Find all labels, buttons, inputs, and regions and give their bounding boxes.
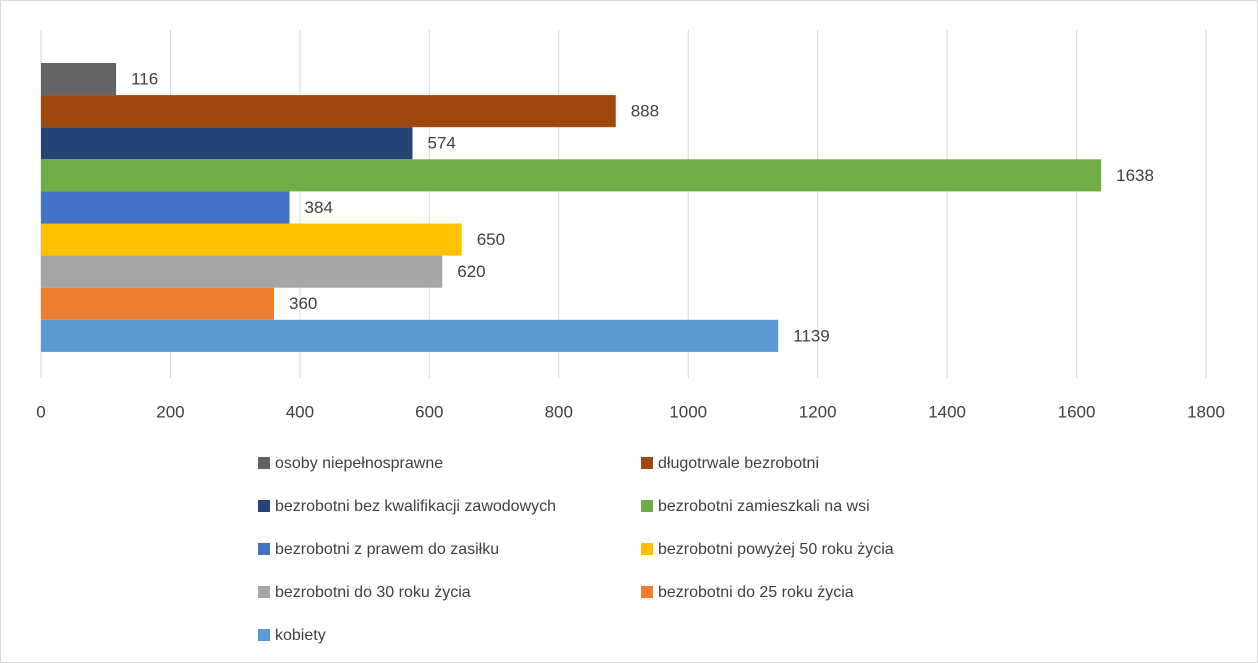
legend-label: bezrobotni do 25 roku życia: [658, 584, 854, 601]
data-label: 384: [305, 198, 333, 217]
data-label: 650: [477, 230, 505, 249]
data-label: 1139: [793, 326, 830, 345]
data-label: 116: [131, 70, 158, 89]
data-label: 360: [289, 294, 317, 313]
data-label: 620: [457, 262, 485, 281]
legend-label: kobiety: [275, 627, 326, 644]
bar: [41, 287, 274, 320]
legend-label: bezrobotni bez kwalifikacji zawodowych: [275, 498, 556, 515]
legend-label: osoby niepełnosprawne: [275, 455, 443, 472]
bar: [41, 95, 616, 128]
legend-label: bezrobotni zamieszkali na wsi: [658, 498, 870, 515]
data-label: 574: [428, 134, 456, 153]
legend-label: bezrobotni z prawem do zasiłku: [275, 541, 499, 558]
x-tick-label: 200: [156, 402, 184, 421]
x-tick-label: 1200: [799, 402, 837, 421]
bar: [41, 159, 1102, 192]
legend-swatch: [258, 457, 270, 469]
bar: [41, 255, 443, 288]
data-label: 1638: [1116, 166, 1154, 185]
legend-swatch: [641, 457, 653, 469]
x-tick-label: 1600: [1058, 402, 1096, 421]
legend-label: bezrobotni powyżej 50 roku życia: [658, 541, 894, 558]
legend-swatch: [258, 500, 270, 512]
legend-swatch: [258, 586, 270, 598]
x-tick-label: 1800: [1187, 402, 1225, 421]
bar: [41, 191, 290, 224]
x-tick-label: 400: [286, 402, 314, 421]
x-tick-label: 600: [415, 402, 443, 421]
legend-swatch: [641, 500, 653, 512]
legend-swatch: [258, 543, 270, 555]
legend-swatch: [258, 629, 270, 641]
x-tick-label: 800: [545, 402, 573, 421]
x-tick-label: 0: [36, 402, 45, 421]
bar: [41, 319, 779, 352]
legend-label: długotrwale bezrobotni: [658, 455, 819, 472]
data-label: 888: [631, 102, 659, 121]
legend-swatch: [641, 586, 653, 598]
x-tick-label: 1400: [928, 402, 966, 421]
bar: [41, 223, 462, 256]
x-tick-label: 1000: [669, 402, 707, 421]
legend-label: bezrobotni do 30 roku życia: [275, 584, 471, 601]
bar: [41, 127, 413, 160]
legend-swatch: [641, 543, 653, 555]
bar: [41, 63, 117, 96]
